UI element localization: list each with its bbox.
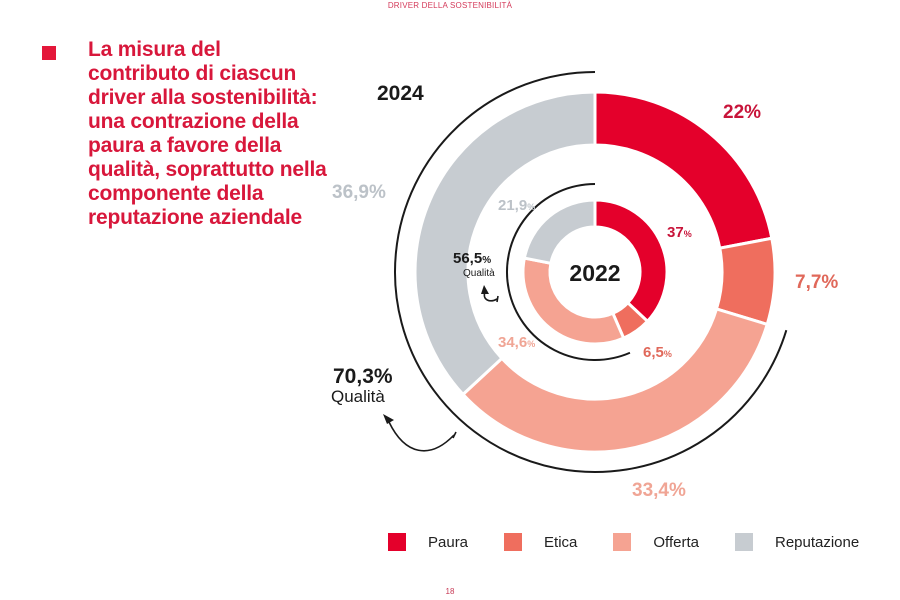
outer-quality-arrow-icon — [388, 421, 457, 452]
inner-quality-bracket — [506, 183, 631, 361]
inner-label-etica: 6,5 — [643, 344, 664, 361]
outer-label-paura: 22% — [723, 102, 761, 123]
outer-label-etica: 7,7% — [795, 272, 838, 293]
annotations — [383, 71, 788, 473]
slice-reputazione — [413, 90, 597, 397]
outer-quality-label: Qualità — [331, 387, 385, 406]
inner-year-label: 2022 — [569, 260, 620, 286]
slice-offerta — [521, 256, 626, 346]
legend-item-reputazione: Reputazione — [734, 533, 859, 551]
inner-label-reputazione: 21,9 — [498, 197, 527, 214]
outer-quality-bracket — [394, 71, 788, 473]
page-number: 18 — [445, 587, 455, 596]
svg-text:21,9%: 21,9% — [498, 197, 535, 214]
svg-text:56,5%: 56,5% — [453, 250, 491, 267]
legend-item-etica: Etica — [504, 533, 577, 551]
legend-swatch-paura — [388, 533, 406, 551]
inner-quality-value: 56,5 — [453, 250, 482, 267]
legend: Paura Etica Offerta Reputazione — [388, 533, 895, 551]
legend-swatch-offerta — [613, 533, 632, 551]
svg-text:37%: 37% — [667, 224, 692, 241]
section-header: DRIVER DELLA SOSTENIBILITÀ — [387, 1, 513, 10]
headline: La misura del contributo di ciascun driv… — [88, 38, 327, 229]
inner-label-paura: 37 — [667, 224, 684, 241]
legend-swatch-reputazione — [734, 533, 753, 551]
legend-swatch-etica — [504, 533, 523, 551]
outer-quality-arrow-icon-head — [383, 414, 394, 424]
svg-text:6,5%: 6,5% — [643, 344, 672, 361]
outer-donut-2024 — [413, 90, 777, 454]
inner-donut-2022 — [521, 198, 669, 346]
legend-item-offerta: Offerta — [613, 533, 699, 551]
inner-quality-arrow-icon-head — [481, 285, 489, 294]
slice-reputazione — [522, 198, 597, 266]
outer-year-label: 2024 — [377, 82, 424, 105]
legend-item-paura: Paura — [388, 533, 468, 551]
svg-text:34,6%: 34,6% — [498, 334, 535, 351]
outer-quality-value: 70,3% — [333, 365, 393, 388]
inner-label-offerta: 34,6 — [498, 334, 527, 351]
slice-offerta — [460, 307, 770, 454]
outer-label-offerta: 33,4% — [632, 480, 686, 501]
outer-label-reputazione: 36,9% — [332, 182, 386, 203]
inner-quality-label: Qualità — [463, 268, 495, 279]
slice-paura — [593, 198, 669, 324]
bullet-square-icon — [42, 46, 56, 60]
